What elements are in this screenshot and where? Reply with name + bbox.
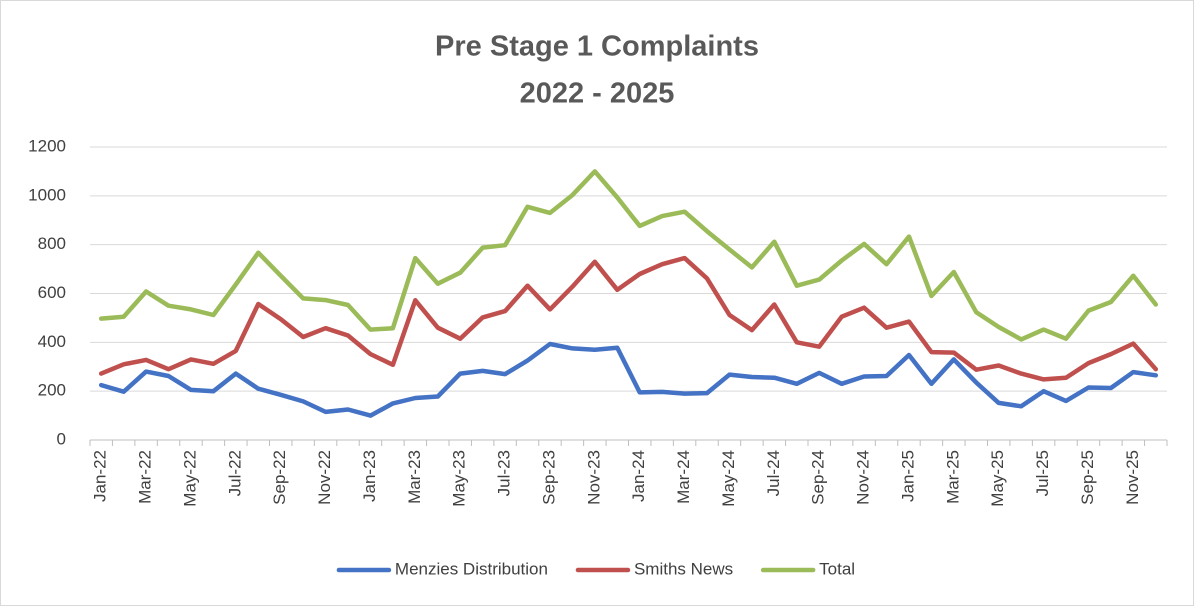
- x-tick-label: Nov-24: [854, 450, 873, 505]
- legend-label: Menzies Distribution: [395, 559, 548, 578]
- x-tick-label: Jul-24: [764, 450, 783, 496]
- x-tick-label: Jul-22: [225, 450, 244, 496]
- x-tick-label: Jan-24: [629, 450, 648, 502]
- series-line: [98, 341, 1159, 418]
- x-tick-label: Sep-24: [809, 450, 828, 505]
- x-tick-label: Mar-23: [405, 450, 424, 504]
- y-tick-label: 600: [38, 283, 66, 302]
- x-tick-label: May-24: [719, 450, 738, 507]
- x-tick-label: Jul-25: [1033, 450, 1052, 496]
- chart-title: Pre Stage 1 Complaints: [435, 31, 759, 63]
- x-tick-label: May-25: [988, 450, 1007, 507]
- x-tick-label: Jan-22: [91, 450, 110, 502]
- legend-label: Smiths News: [634, 559, 733, 578]
- y-tick-label: 1200: [28, 136, 66, 155]
- x-tick-label: Jan-25: [898, 450, 917, 502]
- x-tick-label: May-23: [450, 450, 469, 507]
- x-tick-label: Sep-23: [539, 450, 558, 505]
- y-tick-label: 200: [38, 381, 66, 400]
- series-line: [98, 255, 1159, 382]
- x-tick-label: Nov-23: [584, 450, 603, 505]
- series-line: [98, 169, 1159, 342]
- y-tick-label: 0: [57, 429, 66, 448]
- x-tick-label: Mar-24: [674, 450, 693, 504]
- chart-subtitle: 2022 - 2025: [520, 78, 675, 110]
- x-tick-label: May-22: [180, 450, 199, 507]
- y-tick-label: 1000: [28, 185, 66, 204]
- x-tick-label: Jul-23: [495, 450, 514, 496]
- y-tick-label: 400: [38, 332, 66, 351]
- x-tick-label: Jan-23: [360, 450, 379, 502]
- legend-label: Total: [819, 559, 855, 578]
- x-tick-label: Sep-25: [1078, 450, 1097, 505]
- y-tick-label: 800: [38, 234, 66, 253]
- x-tick-label: Mar-25: [943, 450, 962, 504]
- x-tick-label: Nov-22: [315, 450, 334, 505]
- x-tick-label: Mar-22: [136, 450, 155, 504]
- x-tick-label: Sep-22: [270, 450, 289, 505]
- x-tick-label: Nov-25: [1123, 450, 1142, 505]
